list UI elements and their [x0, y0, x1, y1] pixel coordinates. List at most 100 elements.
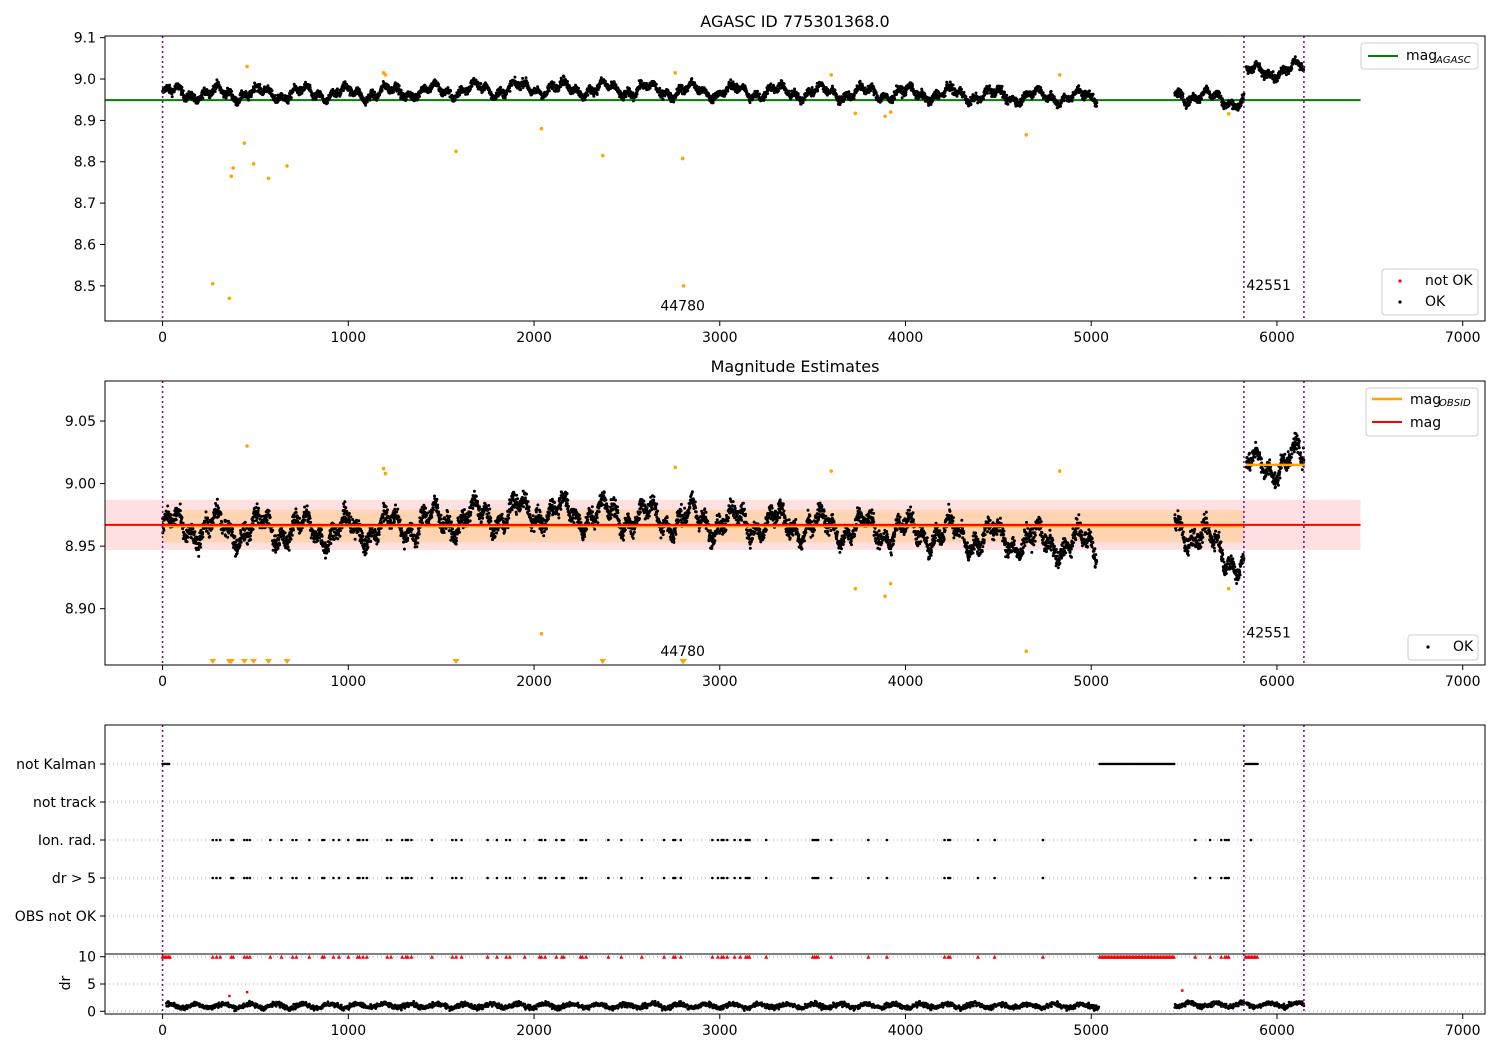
not-ok-point	[1057, 73, 1062, 77]
ok-point	[314, 97, 318, 101]
ok-point	[289, 96, 293, 100]
ok-point	[357, 88, 361, 91]
ok-point	[1088, 89, 1091, 93]
ok-point	[341, 89, 345, 93]
ok-point	[672, 100, 676, 104]
ok-point	[805, 93, 809, 97]
ok-point	[278, 97, 282, 101]
ok-point	[1005, 93, 1009, 97]
ok-point	[217, 506, 220, 510]
ok-point	[1039, 86, 1043, 90]
ok-point	[219, 512, 223, 516]
ok-point	[1033, 91, 1037, 95]
ok-point	[399, 88, 403, 92]
ok-point	[224, 96, 228, 100]
ok-point	[658, 86, 662, 90]
ok-point	[479, 82, 483, 85]
ok-point	[1181, 92, 1185, 96]
ok-point	[586, 93, 590, 97]
ok-point	[211, 521, 215, 525]
ok-point	[1293, 55, 1297, 59]
ok-point	[686, 89, 690, 93]
ok-point	[240, 89, 243, 93]
ok-point	[1300, 62, 1304, 65]
ok-point	[249, 538, 253, 542]
ok-point	[201, 96, 205, 100]
ok-point	[969, 103, 973, 106]
ok-point	[169, 513, 173, 517]
ok-point	[1276, 79, 1279, 83]
ok-point	[258, 82, 262, 86]
legend-label: mag	[1406, 48, 1437, 64]
ok-point	[286, 101, 290, 105]
ok-point	[1095, 104, 1098, 108]
y-tick-label: 9.0	[74, 72, 96, 88]
ok-point	[1198, 101, 1202, 104]
ok-point	[364, 103, 368, 107]
not-ok-point	[673, 71, 678, 75]
ok-point	[787, 89, 791, 93]
ok-point	[273, 94, 277, 97]
ok-point	[397, 84, 401, 88]
ok-point	[216, 80, 220, 84]
ok-point	[220, 520, 224, 524]
ok-point	[248, 534, 252, 538]
ok-point	[1091, 92, 1095, 96]
ok-point	[257, 506, 261, 510]
ok-point	[1071, 96, 1075, 100]
ok-point	[308, 83, 312, 87]
not-ok-point	[883, 114, 887, 119]
ok-point	[772, 83, 775, 87]
ok-point	[1077, 84, 1081, 88]
ok-point	[1200, 97, 1204, 101]
ok-point	[164, 88, 168, 92]
ok-point	[631, 99, 635, 103]
ok-point	[199, 542, 202, 546]
y-tick-label: 8.9	[74, 113, 96, 129]
ok-point	[202, 86, 206, 90]
ok-point	[233, 535, 237, 538]
ok-point	[499, 85, 503, 89]
legend-subscript: AGASC	[1435, 55, 1471, 66]
ok-point	[255, 502, 259, 506]
ok-point	[253, 89, 257, 93]
ok-point	[690, 77, 694, 81]
ok-point	[191, 527, 195, 531]
ok-point	[833, 88, 837, 92]
legend-marker	[1398, 300, 1402, 304]
ok-point	[343, 80, 347, 84]
ok-point	[513, 75, 517, 79]
ok-point	[418, 94, 421, 98]
ok-point	[197, 554, 201, 558]
y-tick-label: 9.1	[74, 31, 96, 47]
ok-point	[1000, 84, 1004, 88]
ok-point	[199, 545, 203, 549]
ok-point	[268, 515, 272, 519]
ok-point	[375, 98, 379, 102]
ok-point	[782, 82, 786, 86]
ok-point	[208, 535, 212, 538]
not-ok-point	[1226, 111, 1231, 116]
ok-point	[181, 89, 185, 93]
ok-point	[251, 527, 255, 531]
ok-point	[204, 510, 208, 514]
ok-point	[174, 518, 178, 522]
y-tick-label: 8.7	[74, 196, 96, 212]
ok-point	[810, 86, 814, 89]
ok-point	[278, 543, 282, 547]
ok-point	[508, 89, 512, 93]
ok-point	[166, 504, 170, 508]
ok-point	[236, 103, 240, 107]
ok-point	[271, 528, 275, 532]
ok-point	[270, 89, 274, 93]
ok-point	[1277, 76, 1281, 80]
ok-point	[661, 97, 665, 101]
ok-point	[193, 93, 197, 97]
ok-point	[1041, 91, 1045, 95]
ok-point	[552, 81, 556, 85]
ok-point	[1095, 101, 1099, 105]
ok-point	[858, 79, 862, 83]
ok-point	[193, 530, 197, 534]
ok-point	[380, 88, 384, 92]
not-ok-point	[285, 164, 289, 168]
